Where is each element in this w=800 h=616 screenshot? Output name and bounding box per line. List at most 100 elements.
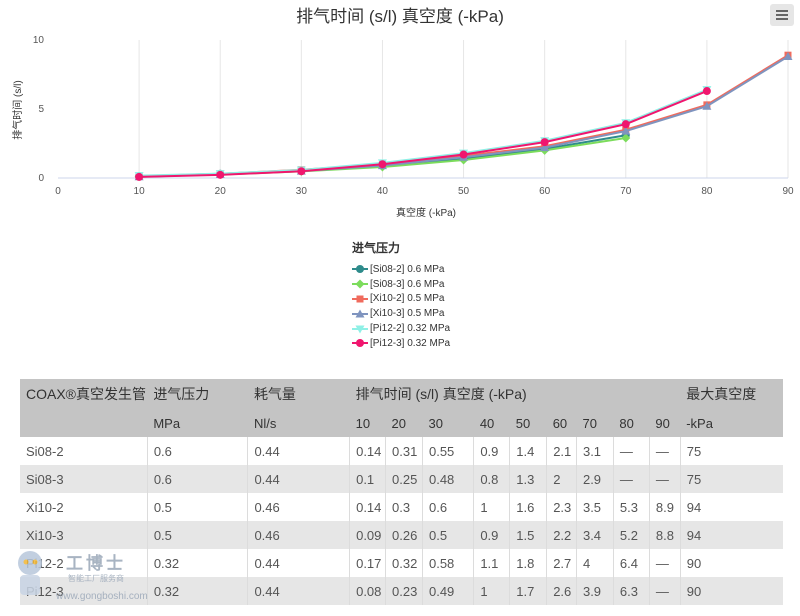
- series-pi12-3-0-32-mpa[interactable]: [135, 87, 711, 181]
- legend-item[interactable]: [Pi12-2] 0.32 MPa: [352, 321, 450, 336]
- table-cell: 0.44: [247, 437, 350, 465]
- model-cell: Si08-2: [26, 443, 64, 459]
- legend-item[interactable]: [Pi12-3] 0.32 MPa: [352, 336, 450, 351]
- table-cell: 5.3: [612, 493, 650, 521]
- table-cell: 0.5: [146, 493, 248, 521]
- x-tick-label: 0: [55, 186, 61, 197]
- model-cell: Si08-3: [20, 465, 148, 493]
- table-cell: 1.3: [509, 465, 547, 493]
- table-cell: 1.7: [509, 577, 547, 605]
- table-cell: 1.6: [509, 493, 547, 521]
- table-cell: 0.6: [421, 493, 474, 521]
- legend-label: [Si08-3] 0.6 MPa: [370, 278, 445, 290]
- subheader-cell: 90: [649, 409, 681, 437]
- chart-title: 排气时间 (s/l) 真空度 (-kPa): [296, 7, 504, 26]
- legend-item[interactable]: [Xi10-2] 0.5 MPa: [352, 292, 450, 307]
- table-row: Pi12-3 0.32 0.44 0.08 0.23 0.49 1 1.7 2.6 3.9 6.3—…: [20, 577, 783, 605]
- series-layer: [134, 51, 793, 182]
- table-cell: 1.1: [473, 549, 510, 577]
- table-cell: 0.32: [146, 577, 248, 605]
- table-cell: 3.5: [575, 493, 614, 521]
- x-tick-label: 60: [539, 186, 551, 197]
- table-cell: 1.4: [509, 437, 547, 465]
- data-point[interactable]: [702, 101, 712, 110]
- table-cell: 0.46: [247, 493, 350, 521]
- table-cell: 75: [679, 465, 783, 493]
- table-row: Xi10-3 0.5 0.46 0.09 0.26 0.5 0.9 1.5 2.2 3.4 5.2 8…: [20, 521, 783, 549]
- data-point[interactable]: [702, 87, 711, 96]
- data-point[interactable]: [378, 160, 387, 169]
- legend-marker[interactable]: [355, 309, 365, 318]
- header-inlet-pressure: 进气压力: [147, 379, 248, 409]
- series-line: [139, 90, 708, 178]
- legend-marker[interactable]: [355, 279, 365, 289]
- table-cell: —: [648, 549, 681, 577]
- table-cell: 94: [679, 493, 783, 521]
- x-tick-label: 90: [782, 186, 794, 197]
- table-cell: 0.31: [385, 437, 423, 465]
- table-cell: 0.49: [421, 577, 474, 605]
- y-tick-label: 5: [38, 104, 44, 115]
- data-point[interactable]: [459, 150, 468, 159]
- legend-marker[interactable]: [356, 295, 364, 303]
- legend-symbol-icon: [352, 295, 368, 303]
- subheader-cell: 80: [613, 409, 650, 437]
- subheader-cell: -kPa: [680, 409, 783, 437]
- legend-marker[interactable]: [356, 339, 364, 348]
- x-tick-label: 20: [215, 186, 227, 197]
- table-cell: 1: [473, 577, 510, 605]
- legend-marker[interactable]: [356, 265, 364, 274]
- legend-item[interactable]: [Si08-3] 0.6 MPa: [352, 277, 450, 292]
- table-cell: 0.14: [349, 493, 386, 521]
- x-axis-title: 真空度 (-kPa): [396, 206, 456, 219]
- subheader-cell: [20, 409, 148, 437]
- table-cell: 0.46: [247, 521, 350, 549]
- table-cell: 0.5: [421, 521, 474, 549]
- table-cell: 0.9: [473, 437, 510, 465]
- axes: 0 10 20 30 40 50 60 70 80 90 0 5 10: [33, 35, 794, 197]
- subheader-cell: MPa: [147, 409, 248, 437]
- data-point[interactable]: [540, 138, 549, 147]
- table-cell: 0.25: [385, 465, 423, 493]
- table-cell: 0.8: [473, 465, 510, 493]
- table-cell: 1.8: [509, 549, 547, 577]
- data-point[interactable]: [621, 133, 631, 143]
- data-point[interactable]: [621, 126, 631, 135]
- table-cell: 1: [473, 493, 510, 521]
- table-cell: 0.6: [146, 465, 248, 493]
- data-point[interactable]: [297, 167, 306, 176]
- data-point[interactable]: [135, 172, 144, 181]
- y-tick-label: 10: [33, 35, 45, 46]
- table-cell: 0.9: [473, 521, 510, 549]
- table-cell: 0.26: [385, 521, 423, 549]
- table-cell: 0.3: [385, 493, 423, 521]
- subheader-cell: 50: [509, 409, 547, 437]
- header-max-vacuum: 最大真空度: [680, 379, 783, 409]
- table-cell: 4: [575, 549, 614, 577]
- table-row: Si08-2 0.6 0.44 0.14 0.31 0.55 0.9 1.4 2.1 3.1— —7…: [20, 437, 783, 465]
- legend-item[interactable]: [Xi10-3] 0.5 MPa: [352, 306, 450, 321]
- data-point[interactable]: [783, 52, 793, 61]
- hamburger-menu-icon[interactable]: [770, 4, 794, 26]
- table-cell: 8.9: [648, 493, 681, 521]
- table-cell: 0.6: [146, 437, 248, 465]
- subheader-cell: 10: [349, 409, 386, 437]
- table-cell: 0.32: [385, 549, 423, 577]
- table-cell: 0.14: [349, 437, 386, 465]
- legend-title: 进气压力: [352, 241, 401, 255]
- data-point[interactable]: [621, 120, 630, 129]
- legend-item[interactable]: [Si08-2] 0.6 MPa: [352, 262, 450, 277]
- watermark: 工博士 智能工厂服务商 www.gongboshi.com: [8, 545, 158, 613]
- table-cell: 0.09: [349, 521, 386, 549]
- legend-symbol-icon: [352, 265, 368, 274]
- legend-label: [Pi12-3] 0.32 MPa: [370, 337, 451, 349]
- table-row: Si08-3 0.6 0.44 0.1 0.25 0.48 0.8 1.3 2 2.9— —75: [20, 465, 783, 493]
- table-cell: 0.44: [247, 465, 350, 493]
- legend-marker[interactable]: [355, 325, 365, 334]
- x-tick-label: 80: [701, 186, 713, 197]
- data-point[interactable]: [216, 170, 225, 179]
- data-point[interactable]: [540, 143, 550, 152]
- x-tick-label: 10: [134, 186, 146, 197]
- table-cell: 0.44: [247, 549, 350, 577]
- table-cell: 0.58: [421, 549, 474, 577]
